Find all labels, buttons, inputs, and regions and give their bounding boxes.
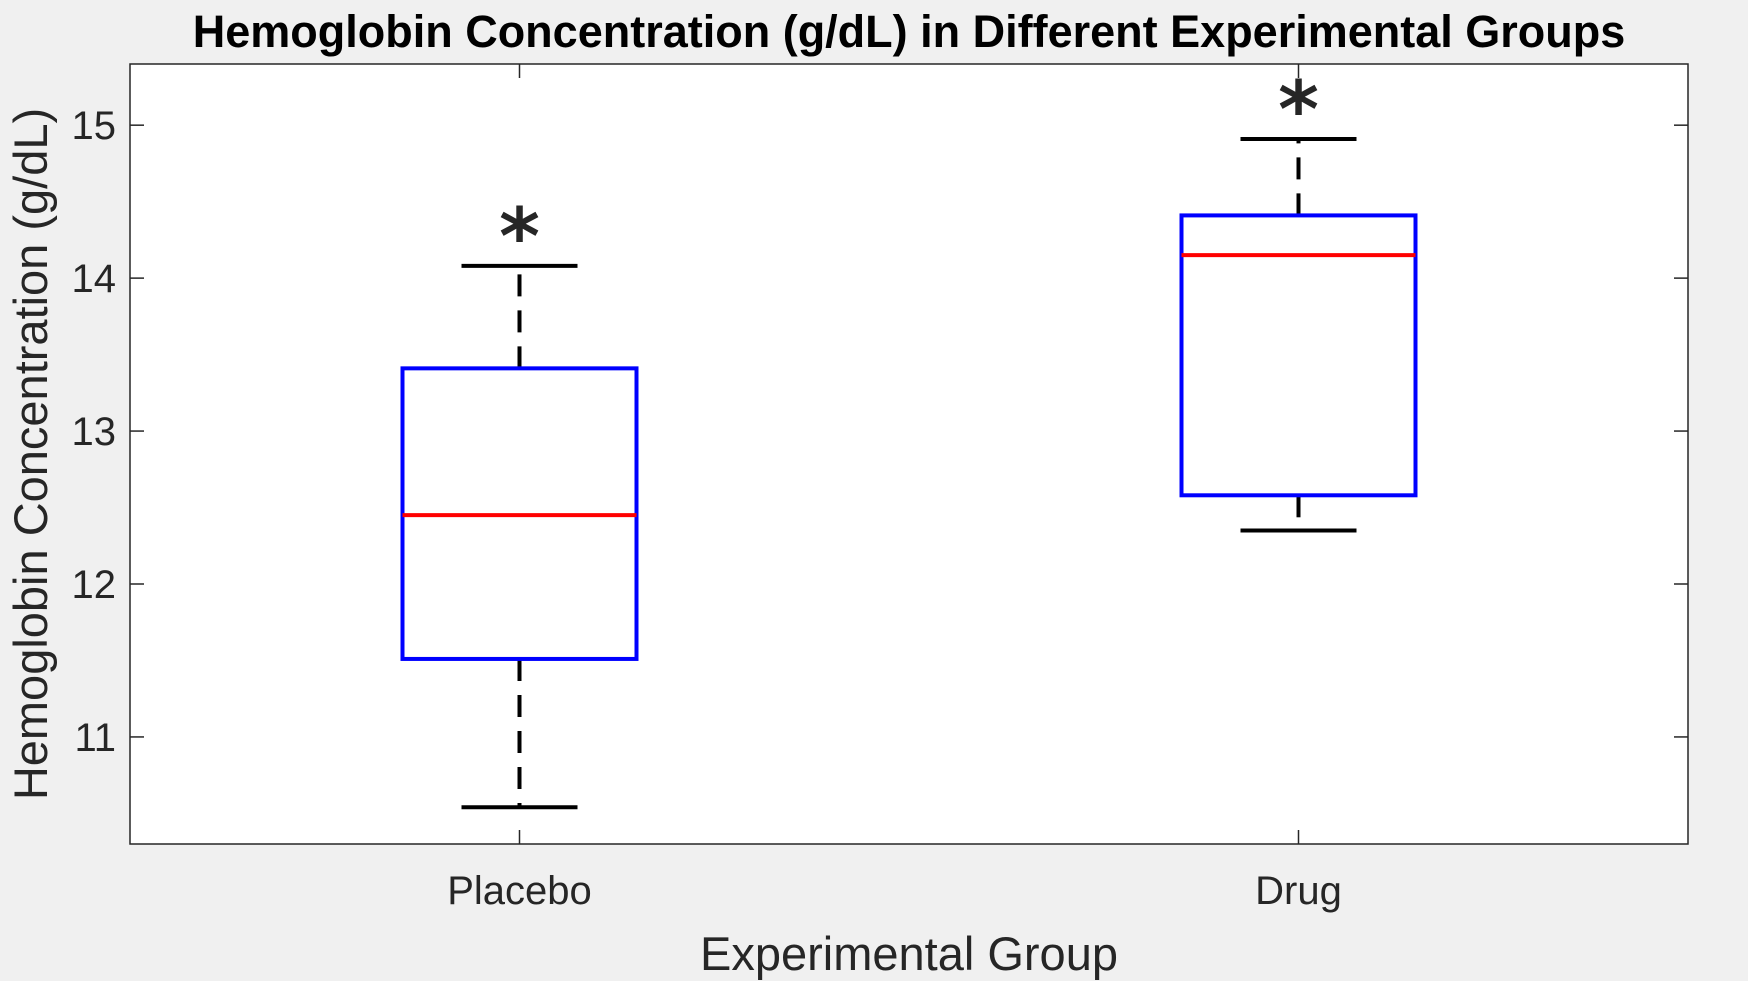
y-tick-label-11: 11 — [74, 716, 116, 760]
box-series: ** — [400, 66, 1418, 810]
x-axis-label: Experimental Group — [700, 927, 1118, 980]
y-tick-label-12: 12 — [72, 563, 117, 607]
box-placebo: * — [400, 193, 639, 810]
plot-area — [129, 63, 1689, 845]
significance-mark-placebo: * — [499, 193, 540, 283]
significance-mark-drug: * — [1278, 66, 1319, 156]
y-tick-label-15: 15 — [72, 104, 117, 148]
y-axis-ticks: 11 12 13 14 15 — [72, 104, 1688, 760]
box-drug: * — [1179, 66, 1418, 533]
x-tick-label-drug: Drug — [1255, 869, 1342, 913]
x-tick-label-placebo: Placebo — [447, 869, 592, 913]
y-tick-label-14: 14 — [72, 257, 117, 301]
chart-title: Hemoglobin Concentration (g/dL) in Diffe… — [193, 6, 1626, 57]
x-axis-ticks: Placebo Drug — [447, 64, 1342, 913]
iqr-box-drug — [1179, 213, 1418, 498]
y-axis-label: Hemoglobin Concentration (g/dL) — [4, 108, 57, 800]
y-tick-label-13: 13 — [72, 410, 117, 454]
